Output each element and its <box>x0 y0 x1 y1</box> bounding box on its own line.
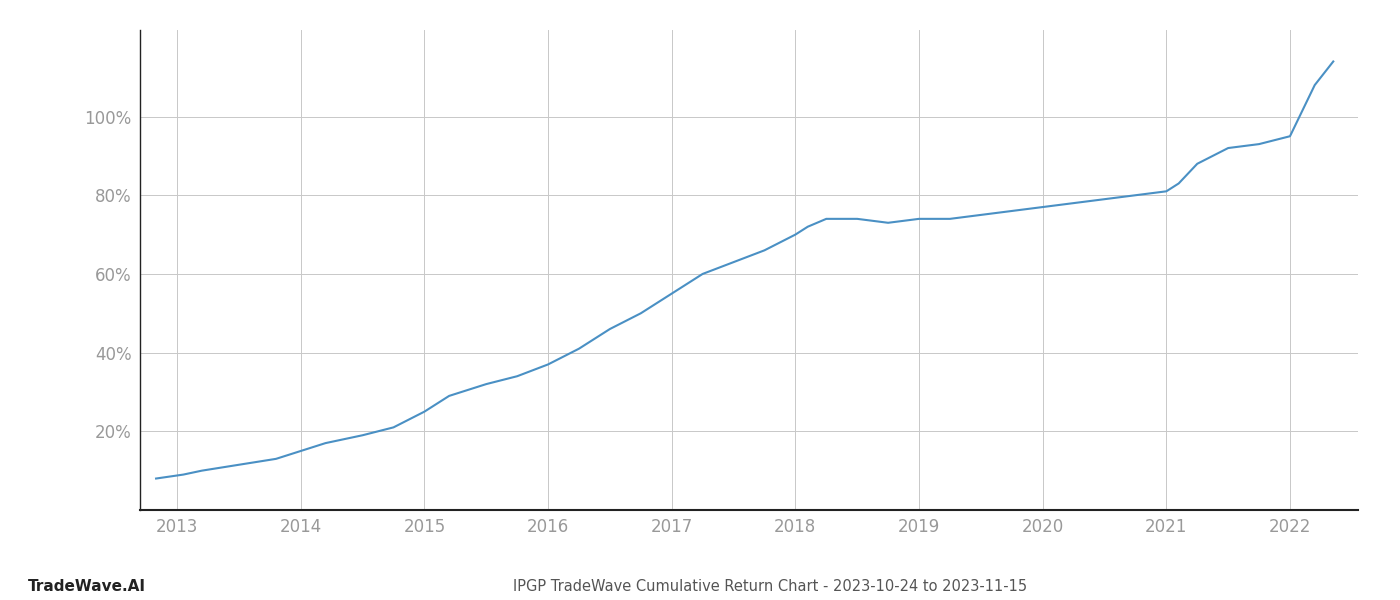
Text: IPGP TradeWave Cumulative Return Chart - 2023-10-24 to 2023-11-15: IPGP TradeWave Cumulative Return Chart -… <box>512 579 1028 594</box>
Text: TradeWave.AI: TradeWave.AI <box>28 579 146 594</box>
